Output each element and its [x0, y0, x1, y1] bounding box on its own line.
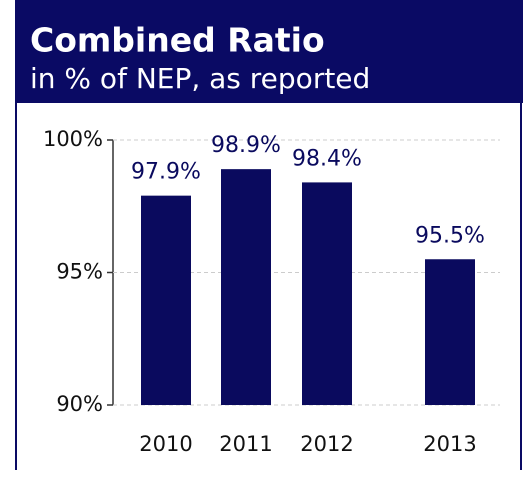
chart-title: Combined Ratio [30, 21, 325, 60]
chart-subtitle: in % of NEP, as reported [30, 62, 370, 95]
bar [302, 182, 352, 405]
x-tick-label: 2010 [139, 432, 192, 456]
x-tick-label: 2011 [219, 432, 272, 456]
y-tick-label: 95% [56, 260, 103, 284]
x-tick-label: 2012 [300, 432, 353, 456]
value-label: 98.4% [292, 146, 362, 171]
bar [425, 259, 475, 405]
y-tick-label: 100% [43, 127, 103, 151]
y-tick-label: 90% [56, 392, 103, 416]
value-label: 95.5% [415, 223, 485, 248]
value-label: 98.9% [211, 133, 281, 158]
x-tick-label: 2013 [423, 432, 476, 456]
bar [141, 195, 191, 405]
header-band [15, 0, 523, 103]
value-label: 97.9% [131, 160, 201, 185]
bar [221, 169, 271, 405]
